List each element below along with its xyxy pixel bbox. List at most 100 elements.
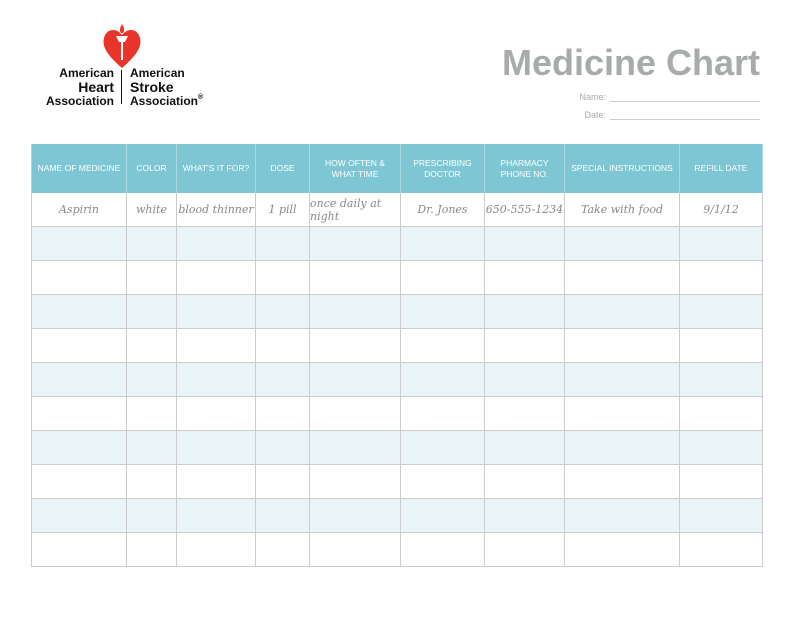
table-cell (310, 363, 401, 396)
table-cell (256, 329, 310, 362)
table-cell (310, 397, 401, 430)
table-cell (680, 227, 763, 260)
table-cell (401, 363, 485, 396)
logo-word: American (130, 66, 185, 80)
table-cell (32, 499, 127, 532)
table-cell (310, 261, 401, 294)
table-cell (127, 363, 177, 396)
header-cell: PRESCRIBING DOCTOR (401, 144, 485, 193)
table-cell: 1 pill (256, 193, 310, 226)
table-cell (256, 465, 310, 498)
table-row (32, 499, 763, 533)
table-cell (310, 295, 401, 328)
table-cell (680, 499, 763, 532)
table-cell (565, 329, 680, 362)
header-cell: SPECIAL INSTRUCTIONS (565, 144, 680, 193)
header-cell: NAME OF MEDICINE (32, 144, 127, 193)
table-cell (256, 295, 310, 328)
table-cell (485, 261, 565, 294)
table-cell (680, 431, 763, 464)
table-cell (177, 261, 256, 294)
header-cell: COLOR (127, 144, 177, 193)
table-cell (177, 499, 256, 532)
table-cell (177, 397, 256, 430)
table-cell (127, 533, 177, 566)
table-cell (401, 329, 485, 362)
table-cell (177, 533, 256, 566)
table-cell (565, 533, 680, 566)
table-cell (310, 227, 401, 260)
table-row (32, 431, 763, 465)
field-label: Name: (579, 92, 606, 102)
table-row (32, 329, 763, 363)
table-cell (177, 363, 256, 396)
header-cell: REFILL DATE (680, 144, 763, 193)
table-cell (256, 397, 310, 430)
table-cell (485, 431, 565, 464)
table-cell (401, 499, 485, 532)
table-cell (680, 465, 763, 498)
logo-word: Association (45, 94, 114, 108)
table-row (32, 397, 763, 431)
table-cell (32, 261, 127, 294)
table-cell (127, 499, 177, 532)
table-row (32, 363, 763, 397)
header-row: NAME OF MEDICINE COLOR WHAT'S IT FOR? DOSE H… (32, 144, 763, 193)
table-row (32, 465, 763, 499)
table-cell (565, 431, 680, 464)
table-cell: 650-555-1234 (485, 193, 565, 226)
table-cell (256, 261, 310, 294)
table-cell (485, 499, 565, 532)
field-line (610, 93, 760, 102)
table-cell (485, 329, 565, 362)
table-cell (127, 329, 177, 362)
table-cell (485, 533, 565, 566)
table-cell (401, 227, 485, 260)
table-row (32, 533, 763, 567)
table-cell (256, 431, 310, 464)
table-cell (565, 499, 680, 532)
table-cell (32, 431, 127, 464)
header-cell: WHAT'S IT FOR? (177, 144, 256, 193)
table-cell (485, 397, 565, 430)
table-cell (680, 295, 763, 328)
table-cell (32, 533, 127, 566)
logo-divider (121, 70, 122, 104)
table-cell (565, 295, 680, 328)
table-cell (177, 465, 256, 498)
table-cell (177, 329, 256, 362)
table-cell (177, 295, 256, 328)
table-cell (401, 295, 485, 328)
table-cell: once daily at night (310, 193, 401, 226)
table-cell (565, 261, 680, 294)
table-cell (177, 431, 256, 464)
table-cell (680, 363, 763, 396)
table-cell (310, 329, 401, 362)
table-cell (127, 431, 177, 464)
table-cell (680, 261, 763, 294)
table-cell: 9/1/12 (680, 193, 763, 226)
name-field: Name: (579, 92, 760, 102)
table-cell (401, 431, 485, 464)
table-cell (32, 227, 127, 260)
table-cell (401, 397, 485, 430)
table-cell (565, 227, 680, 260)
table-row (32, 227, 763, 261)
table-cell: Dr. Jones (401, 193, 485, 226)
table-cell (565, 363, 680, 396)
table-cell (256, 227, 310, 260)
title: Medicine Chart (501, 42, 760, 83)
logo-word: Heart (78, 79, 114, 95)
table-cell (310, 533, 401, 566)
table-cell: Aspirin (32, 193, 127, 226)
table-cell (256, 499, 310, 532)
table-cell (565, 465, 680, 498)
table-cell (127, 227, 177, 260)
table-cell (127, 465, 177, 498)
table-cell (680, 329, 763, 362)
table-row (32, 261, 763, 295)
table-cell (401, 465, 485, 498)
table-cell (256, 533, 310, 566)
table-cell (401, 261, 485, 294)
